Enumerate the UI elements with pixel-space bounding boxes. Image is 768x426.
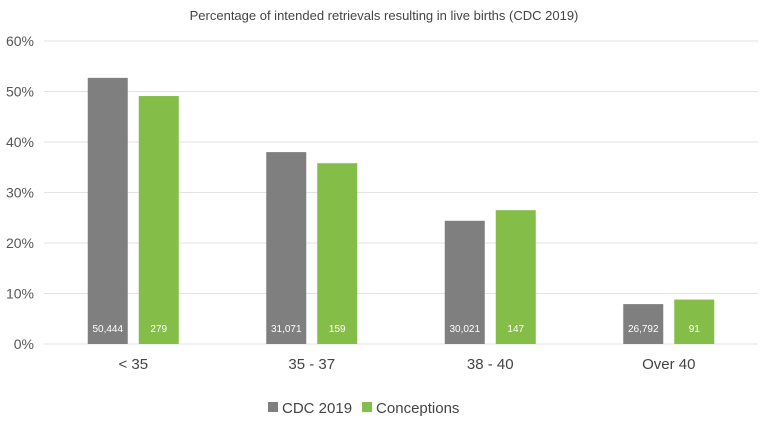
x-tick-label: Over 40 xyxy=(642,356,695,373)
bar-data-label: 50,444 xyxy=(92,324,123,335)
bar-data-label: 26,792 xyxy=(628,324,659,335)
y-tick-label: 30% xyxy=(6,185,34,201)
x-tick-label: 38 - 40 xyxy=(467,356,514,373)
y-tick-label: 60% xyxy=(6,33,34,49)
bar xyxy=(674,299,715,344)
y-tick-label: 10% xyxy=(6,286,34,302)
y-tick-label: 50% xyxy=(6,84,34,100)
bar xyxy=(495,210,536,344)
bar-data-label: 159 xyxy=(329,324,346,335)
bar-data-label: 31,071 xyxy=(271,324,302,335)
x-tick-label: < 35 xyxy=(118,356,148,373)
bar xyxy=(138,96,179,344)
bar xyxy=(444,220,485,344)
y-tick-label: 20% xyxy=(6,235,34,251)
y-tick-label: 40% xyxy=(6,134,34,150)
chart-title: Percentage of intended retrievals result… xyxy=(190,8,579,23)
bar xyxy=(623,304,664,344)
legend-label: Conceptions xyxy=(376,400,459,417)
legend-swatch xyxy=(362,402,373,412)
legend-swatch xyxy=(268,402,278,412)
bar xyxy=(317,163,358,344)
x-tick-label: 35 - 37 xyxy=(288,356,335,373)
bar-data-label: 91 xyxy=(689,324,701,335)
bar-data-label: 279 xyxy=(150,324,167,335)
legend-label: CDC 2019 xyxy=(282,400,352,417)
bar xyxy=(87,77,128,345)
y-tick-label: 0% xyxy=(14,336,34,352)
bar xyxy=(266,152,307,344)
bar-data-label: 30,021 xyxy=(449,324,480,335)
bar-data-label: 147 xyxy=(507,324,524,335)
